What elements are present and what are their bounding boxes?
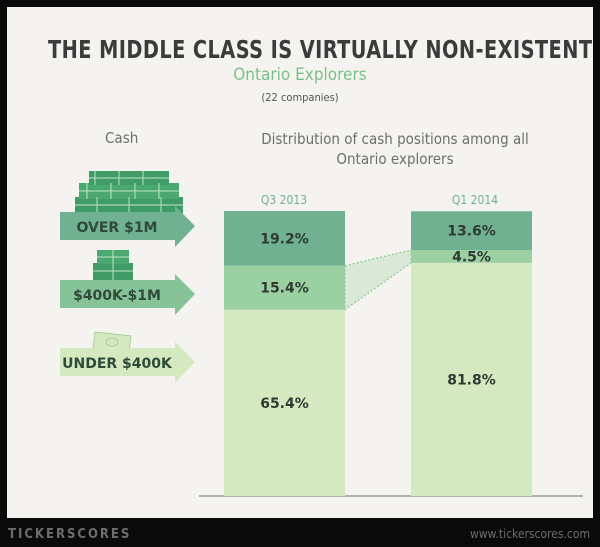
bar-q1-2014: 81.8% 4.5% 13.6% bbox=[411, 211, 532, 496]
infographic-card: THE MIDDLE CLASS IS VIRTUALLY NON-EXISTE… bbox=[7, 7, 593, 518]
bar-q1-2014-under-400k bbox=[411, 262, 532, 496]
footer-brand-logo: TICKERSCORES bbox=[8, 527, 132, 542]
data-label-q1-2014-400k-1m: 4.5% bbox=[452, 249, 491, 265]
data-label-q1-2014-under-400k: 81.8% bbox=[447, 372, 496, 388]
company-count-note: (22 companies) bbox=[261, 91, 339, 104]
legend-label-over-1m: OVER $1M bbox=[77, 220, 158, 236]
bar-q3-2013-under-400k bbox=[224, 309, 345, 496]
money-stack-large-icon bbox=[75, 171, 183, 219]
bar-q3-2013-400k-1m bbox=[224, 265, 345, 310]
legend-label-under-400k: UNDER $400K bbox=[62, 356, 173, 372]
category-label-q3-2013: Q3 2013 bbox=[261, 193, 307, 207]
data-label-q1-2014-over-1m: 13.6% bbox=[447, 224, 496, 240]
legend-arrow-400k-1m: $400K-$1M bbox=[60, 274, 195, 315]
cash-column-label: Cash bbox=[105, 129, 139, 147]
bar-q3-2013: 65.4% 15.4% 19.2% bbox=[224, 211, 345, 496]
stacked-bar-chart: OVER $1M $400K-$1M UNDER $400K Q3 2013 Q… bbox=[60, 171, 583, 497]
mid-segment-connector bbox=[344, 249, 412, 312]
data-label-q3-2013-under-400k: 65.4% bbox=[260, 396, 309, 412]
bar-q3-2013-over-1m bbox=[224, 211, 345, 266]
distribution-label: Distribution of cash positions among all… bbox=[261, 130, 529, 168]
data-label-q3-2013-over-1m: 19.2% bbox=[260, 231, 309, 247]
legend-arrow-over-1m: OVER $1M bbox=[60, 206, 195, 247]
category-label-q1-2014: Q1 2014 bbox=[452, 193, 498, 207]
legend-arrow-under-400k: UNDER $400K bbox=[60, 342, 195, 383]
money-stack-medium-icon bbox=[93, 250, 133, 283]
data-label-q3-2013-400k-1m: 15.4% bbox=[260, 281, 309, 297]
bar-q1-2014-over-1m bbox=[411, 211, 532, 251]
bar-q1-2014-400k-1m bbox=[411, 250, 532, 263]
footer-url: www.tickerscores.com bbox=[470, 527, 590, 541]
chart-title: THE MIDDLE CLASS IS VIRTUALLY NON-EXISTE… bbox=[48, 35, 593, 64]
chart-subtitle: Ontario Explorers bbox=[233, 65, 367, 85]
legend-label-400k-1m: $400K-$1M bbox=[73, 288, 161, 304]
